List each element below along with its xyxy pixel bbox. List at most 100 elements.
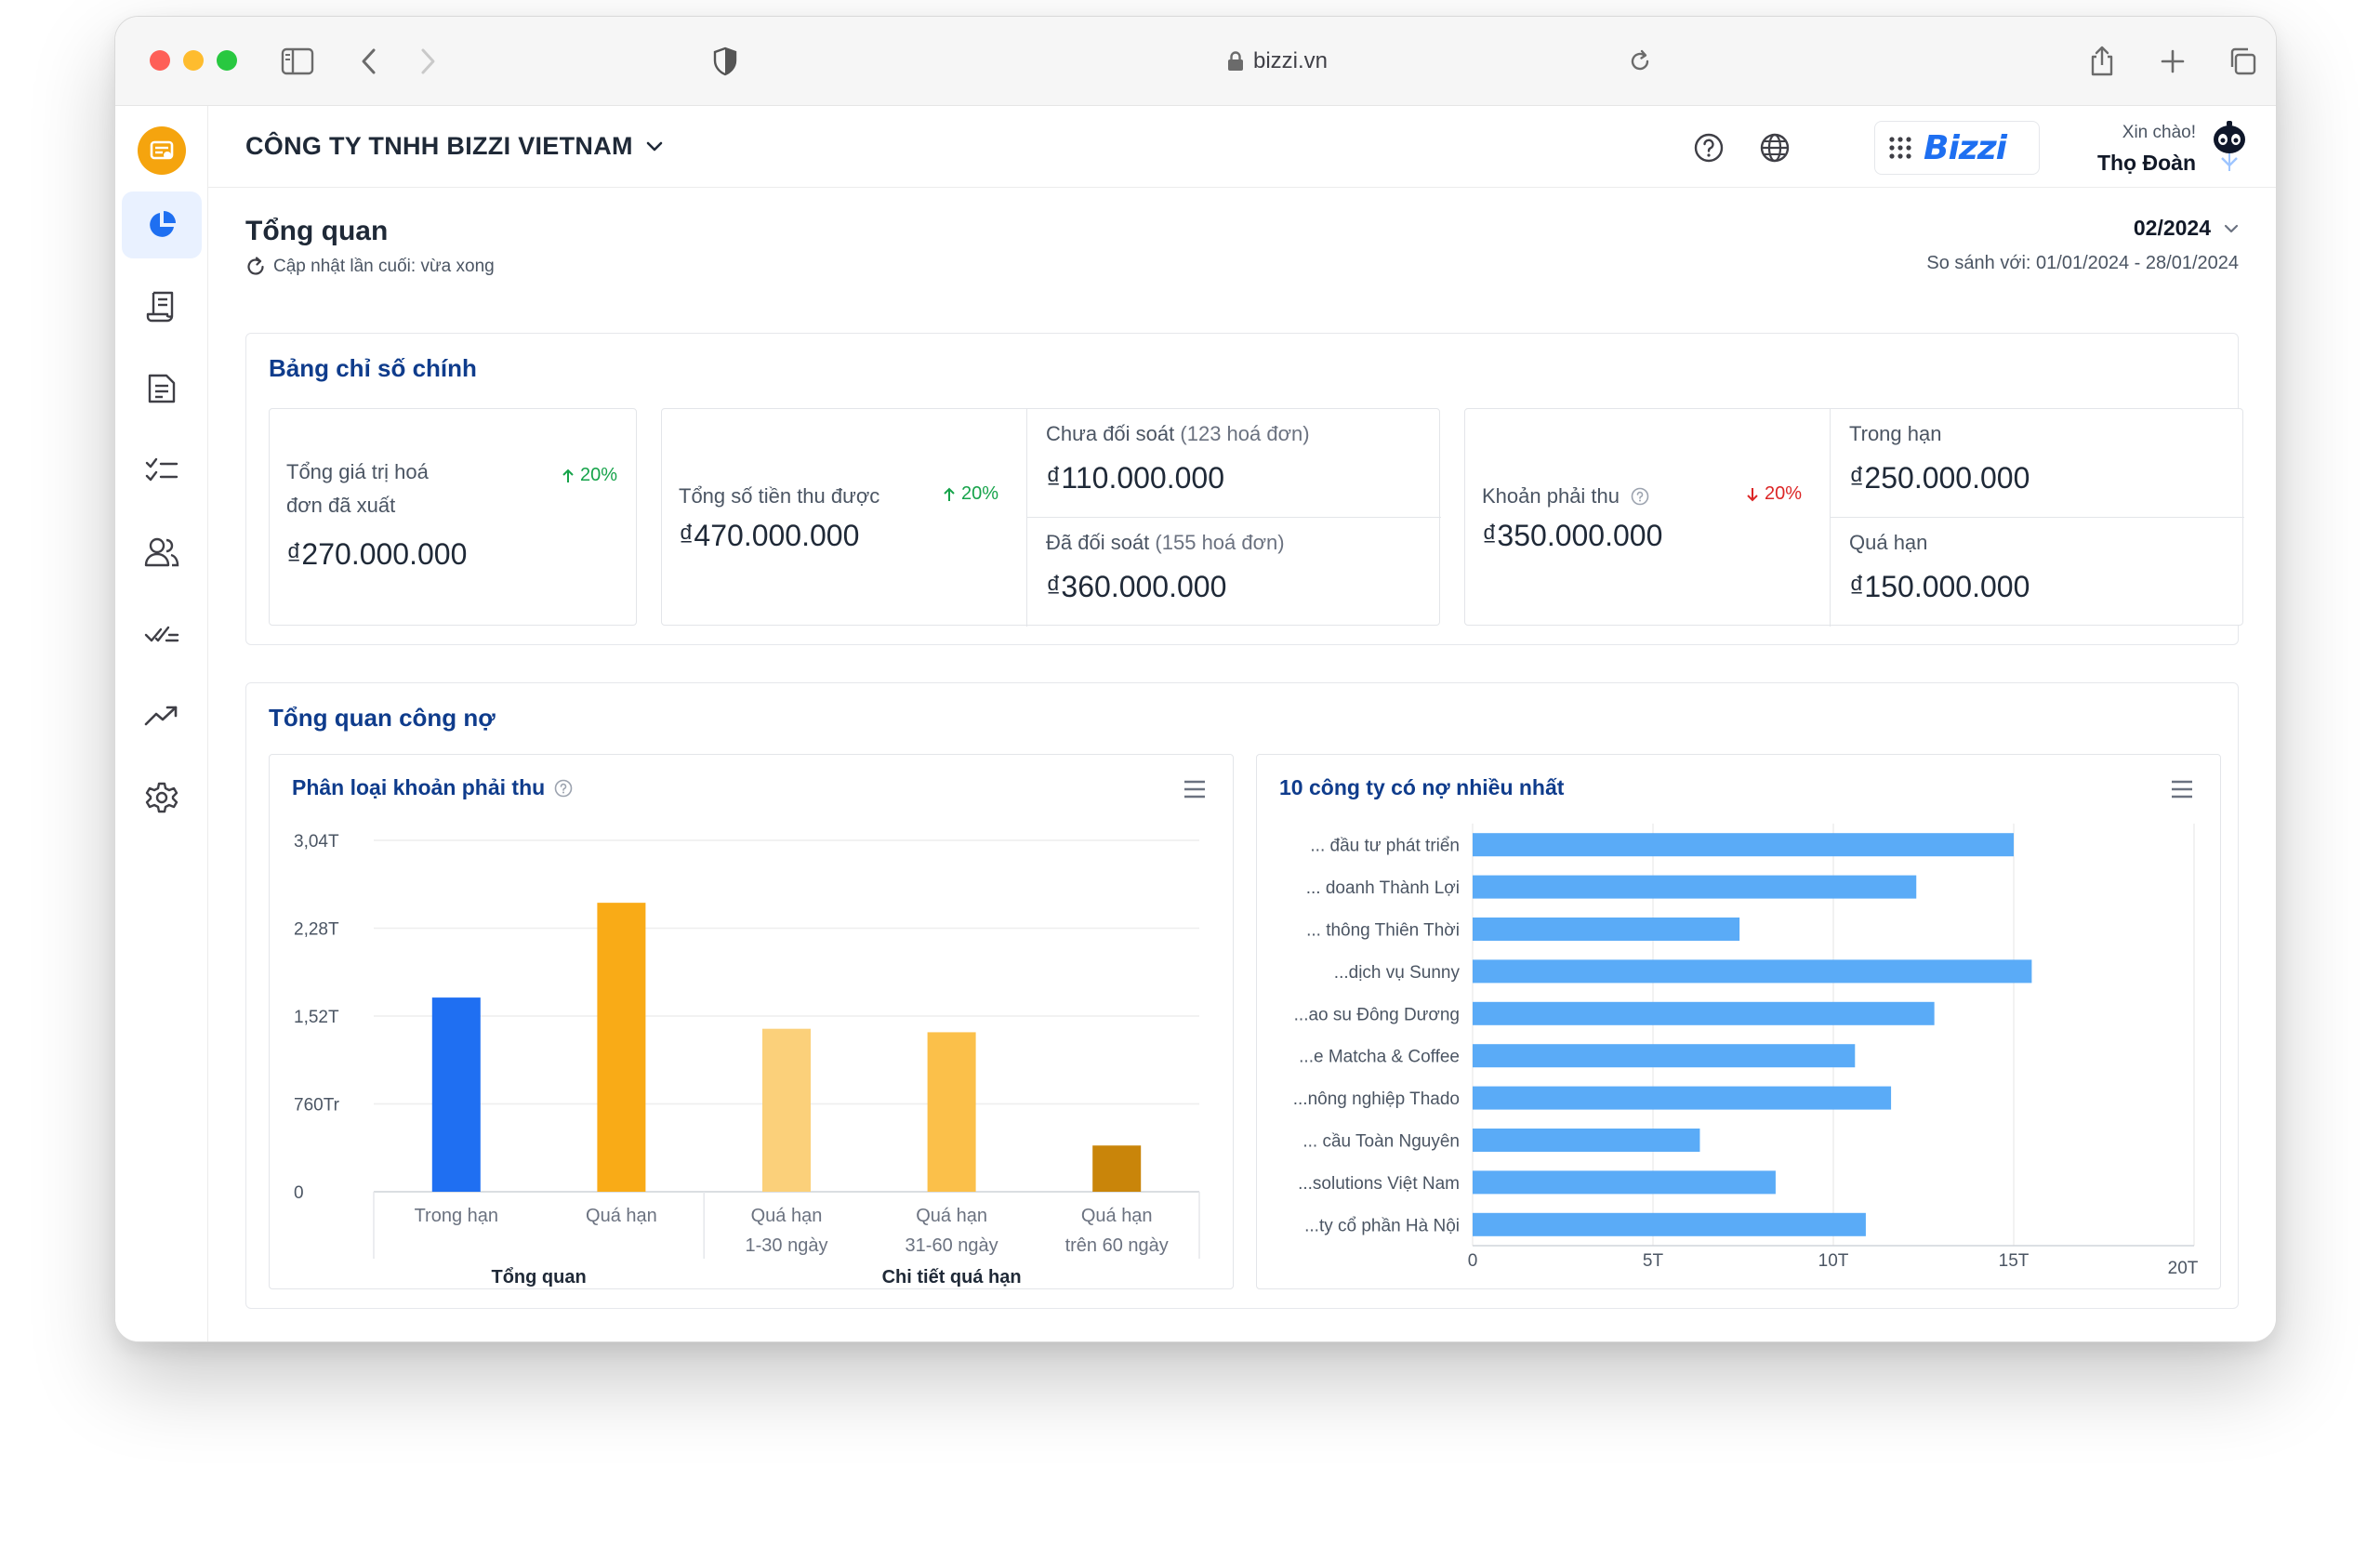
bar	[1473, 875, 1917, 899]
kpi-unreconciled-count: (123 hoá đơn)	[1180, 422, 1310, 445]
kpi-overdue-value: ₫150.000.000	[1849, 570, 2030, 603]
sidebar-item-dashboard[interactable]	[122, 191, 202, 258]
kpi-card-invoices[interactable]: Tổng giá trị hoá đơn đã xuất 20% ₫270.00…	[269, 408, 637, 626]
x-tick-label: Quá hạn	[586, 1206, 657, 1226]
kpi-collected-delta-value: 20%	[961, 483, 999, 504]
browser-toolbar: bizzi.vn	[115, 17, 2276, 106]
main-content: Tổng quan Cập nhật lần cuối: vừa xong 02…	[208, 188, 2276, 1341]
sidebar-item-documents[interactable]	[122, 355, 202, 422]
grid-apps-icon	[1889, 137, 1911, 159]
refresh-icon	[247, 257, 264, 275]
sidebar-item-tasks[interactable]	[122, 437, 202, 504]
kpi-receivables-delta-value: 20%	[1765, 483, 1803, 504]
bar	[1473, 959, 2032, 984]
forward-icon[interactable]	[411, 45, 444, 78]
bar	[1473, 1044, 1856, 1068]
kpi-panel-title: Bảng chỉ số chính	[269, 354, 477, 382]
lock-icon	[1227, 51, 1243, 71]
kpi-unreconciled-label-text: Chưa đối soát	[1046, 422, 1175, 445]
period-value: 02/2024	[2133, 216, 2211, 240]
company-selector[interactable]: CÔNG TY TNHH BIZZI VIETNAM	[245, 132, 663, 161]
kpi-unreconciled-label: Chưa đối soát (123 hoá đơn)	[1046, 422, 1310, 446]
kpi-collected-value: ₫470.000.000	[679, 519, 860, 552]
app-switcher[interactable]: Bizzi	[1874, 121, 2040, 175]
sidebar-item-invoices[interactable]	[122, 273, 202, 340]
arrow-up-icon	[944, 487, 955, 501]
y-tick-label: 760Tr	[294, 1096, 340, 1116]
kpi-unreconciled[interactable]: Chưa đối soát (123 hoá đơn) ₫110.000.000	[1026, 409, 1441, 518]
sidebar-item-reports[interactable]	[122, 682, 202, 749]
kpi-reconciled-count: (155 hoá đơn)	[1155, 531, 1285, 554]
last-updated-text: Cập nhật lần cuối: vừa xong	[273, 257, 495, 276]
y-tick-label: 1,52T	[294, 1008, 339, 1027]
kpi-card-collected[interactable]: Tổng số tiền thu được 20% ₫470.000.000 C…	[661, 408, 1441, 627]
url-text: bizzi.vn	[1252, 48, 1329, 73]
x-tick-label: 1-30 ngày	[746, 1235, 828, 1256]
chevron-down-icon	[646, 141, 663, 151]
language-globe-icon[interactable]	[1757, 130, 1792, 165]
x-tick-label: 31-60 ngày	[906, 1235, 998, 1256]
sidebar-item-approvals[interactable]	[122, 601, 202, 667]
address-bar[interactable]: bizzi.vn	[1138, 45, 1417, 78]
sidebar-item-settings[interactable]	[122, 764, 202, 831]
avatar[interactable]	[2207, 119, 2252, 175]
kpi-in-term[interactable]: Trong hạn ₫250.000.000	[1830, 409, 2244, 518]
zoom-window-button[interactable]	[217, 50, 237, 71]
x-tick-label: 20T	[2168, 1259, 2199, 1278]
chart2-menu-icon[interactable]	[2170, 779, 2194, 799]
kpi-in-term-value: ₫250.000.000	[1849, 461, 2030, 495]
users-icon	[144, 537, 179, 567]
kpi-collected-delta: 20%	[943, 483, 998, 505]
x-tick-label: Quá hạn	[916, 1206, 987, 1226]
y-tick-label: ...e Matcha & Coffee	[1299, 1048, 1460, 1067]
help-icon[interactable]	[1691, 130, 1726, 165]
bar	[1473, 833, 2014, 857]
y-tick-label: ...nông nghiệp Thado	[1293, 1089, 1460, 1109]
bar	[1473, 1212, 1866, 1236]
debt-panel-title: Tổng quan công nợ	[269, 704, 496, 732]
help-icon[interactable]	[1631, 487, 1649, 506]
kpi-reconciled-label-text: Đã đối soát	[1046, 531, 1150, 554]
period-selector[interactable]: 02/2024	[2134, 216, 2239, 241]
share-icon[interactable]	[2085, 45, 2119, 78]
new-tab-icon[interactable]	[2156, 45, 2189, 78]
chart1-title-text: Phân loại khoản phải thu	[292, 775, 546, 799]
bar	[1473, 1086, 1892, 1110]
x-tick-label: 10T	[1818, 1251, 1849, 1271]
kpi-card-receivables[interactable]: Khoản phải thu 20% ₫350.000.000 Trong hạ…	[1464, 408, 2244, 627]
bar	[1473, 1001, 1935, 1025]
kpi-reconciled[interactable]: Đã đối soát (155 hoá đơn) ₫360.000.000	[1026, 518, 1441, 627]
help-icon[interactable]	[554, 779, 573, 798]
kpi-reconciled-label: Đã đối soát (155 hoá đơn)	[1046, 531, 1285, 555]
back-icon[interactable]	[352, 45, 386, 78]
kpi-overdue[interactable]: Quá hạn ₫150.000.000	[1830, 518, 2244, 627]
user-greeting[interactable]: Xin chào! Thọ Đoàn	[2092, 123, 2196, 176]
kpi-invoices-label-line2: đơn đã xuất	[286, 494, 396, 517]
chart1-menu-icon[interactable]	[1183, 779, 1207, 799]
app-logo-icon[interactable]	[138, 126, 186, 175]
y-tick-label: 2,28T	[294, 920, 339, 940]
bar	[597, 903, 646, 1192]
kpi-receivables-delta: 20%	[1746, 483, 1802, 505]
shield-icon[interactable]	[708, 45, 742, 78]
y-tick-label: ...ao su Đông Dương	[1294, 1005, 1460, 1024]
checklist-icon	[145, 457, 178, 482]
x-tick-label: trên 60 ngày	[1065, 1235, 1169, 1256]
tabs-overview-icon[interactable]	[2226, 45, 2259, 78]
kpi-in-term-label: Trong hạn	[1849, 422, 1942, 445]
x-tick-label: 5T	[1643, 1251, 1664, 1271]
last-updated[interactable]: Cập nhật lần cuối: vừa xong	[245, 257, 495, 277]
sidebar	[115, 106, 208, 1341]
close-window-button[interactable]	[150, 50, 170, 71]
group-label: Tổng quan	[491, 1267, 586, 1288]
kpi-overdue-label: Quá hạn	[1849, 531, 1928, 554]
y-tick-label: 0	[294, 1183, 304, 1203]
chevron-down-icon	[2224, 224, 2239, 232]
pie-chart-icon	[150, 211, 176, 237]
minimize-window-button[interactable]	[183, 50, 204, 71]
sidebar-toggle-icon[interactable]	[281, 45, 314, 78]
reload-icon[interactable]	[1623, 45, 1657, 78]
receipt-icon	[146, 291, 174, 323]
x-tick-label: 15T	[1999, 1251, 2030, 1271]
sidebar-item-customers[interactable]	[122, 519, 202, 586]
